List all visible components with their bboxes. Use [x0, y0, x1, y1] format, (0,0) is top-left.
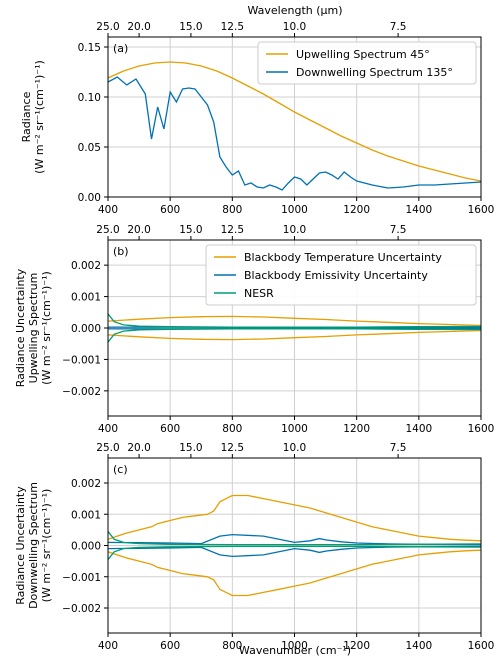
top-axis-title: Wavelength (μm)	[247, 4, 342, 17]
chart-panel-1: 400 600 800 1000 1200 1400 1600 0.00 0.05 0.10 0.1…	[20, 21, 494, 216]
x-tick-label: 1400	[405, 204, 432, 216]
x-tick-label: 1600	[468, 204, 495, 216]
x-tick-label: 600	[160, 640, 180, 652]
plot-frame	[107, 36, 482, 198]
legend-entry: Blackbody Emissivity Uncertainty	[244, 269, 428, 282]
top-tick-label: 10.0	[283, 442, 306, 454]
top-tick-label: 25.0	[96, 224, 119, 236]
panel-label: (c)	[113, 463, 128, 476]
plot-frame	[107, 239, 482, 417]
top-tick-label: 10.0	[283, 224, 306, 236]
y-tick-label: 0.001	[71, 509, 101, 521]
y-tick-label: 0.10	[78, 92, 101, 104]
series-line-blackbody-temperature-uncertainty	[108, 315, 481, 327]
x-tick-label: 1400	[405, 640, 432, 652]
legend: Upwelling Spectrum 45° Downwelling Spectr…	[257, 41, 477, 85]
legend-entry: Upwelling Spectrum 45°	[296, 48, 430, 61]
legend-box	[257, 41, 477, 85]
y-tick-label: 0.00	[78, 192, 101, 204]
top-tick-label: 15.0	[179, 21, 202, 33]
x-tick-label: 1600	[468, 423, 495, 435]
legend-box	[205, 244, 477, 306]
series-group	[108, 313, 481, 343]
x-tick-label: 1400	[405, 423, 432, 435]
top-tick-label: 25.0	[96, 442, 119, 454]
legend-entry: Blackbody Temperature Uncertainty	[244, 251, 442, 264]
series-line-negative-orange-2	[108, 329, 481, 341]
x-tick-label: 400	[98, 640, 118, 652]
x-tick-label: 1000	[281, 423, 308, 435]
y-tick-label: 0.000	[71, 323, 101, 335]
bottom-axis-title: Wavenumber (cm⁻¹)	[239, 644, 351, 657]
top-tick-label: 20.0	[127, 224, 150, 236]
y-tick-label: 0.002	[71, 260, 101, 272]
y-tick-label: −0.001	[62, 572, 101, 584]
top-tick-label: 10.0	[283, 21, 306, 33]
y-axis-label: Upwelling Spectrum	[27, 273, 40, 384]
x-tick-label: 600	[160, 423, 180, 435]
legend: Blackbody Temperature Uncertainty Blackbo…	[205, 244, 477, 306]
top-tick-label: 20.0	[127, 21, 150, 33]
top-tick-label: 20.0	[127, 442, 150, 454]
x-tick-label: 600	[160, 204, 180, 216]
y-axis-label: Downwelling Spectrum	[27, 482, 40, 609]
y-axis-label: (W m⁻² sr⁻¹(cm⁻¹)⁻¹)	[33, 60, 46, 174]
x-tick-label: 1200	[343, 423, 370, 435]
y-axis-label: Radiance Uncertainty	[14, 268, 27, 387]
series-line-negative-orange-3	[108, 549, 481, 597]
y-tick-label: −0.001	[62, 354, 101, 366]
series-line-negative-green-3	[108, 545, 481, 561]
y-tick-label: 0.002	[71, 478, 101, 490]
top-tick-label: 12.5	[221, 442, 244, 454]
y-axis-label: (W m⁻² sr⁻¹(cm⁻¹)⁻¹)	[40, 271, 53, 385]
x-tick-label: 1200	[343, 640, 370, 652]
y-axis-label: Radiance Uncertainty	[14, 486, 27, 605]
top-tick-label: 7.5	[390, 442, 407, 454]
x-tick-label: 800	[222, 640, 242, 652]
y-tick-label: 0.001	[71, 292, 101, 304]
x-tick-label: 1600	[468, 640, 495, 652]
top-tick-label: 25.0	[96, 21, 119, 33]
y-tick-label: 0.15	[78, 42, 101, 54]
series-group	[108, 494, 481, 597]
series-line-orange-3	[108, 494, 481, 542]
x-tick-label: 800	[222, 204, 242, 216]
top-tick-label: 7.5	[390, 224, 407, 236]
x-tick-label: 1200	[343, 204, 370, 216]
top-tick-label: 7.5	[390, 21, 407, 33]
x-tick-label: 1000	[281, 204, 308, 216]
legend-entry: NESR	[244, 287, 274, 300]
x-tick-label: 400	[98, 423, 118, 435]
y-tick-label: −0.002	[62, 603, 101, 615]
y-tick-label: −0.002	[62, 386, 101, 398]
series-group	[108, 61, 481, 191]
series-line-green-3	[108, 530, 481, 546]
series-line-nesr	[108, 313, 481, 328]
y-tick-label: 0.000	[71, 541, 101, 553]
panel-label: (b)	[113, 245, 129, 258]
series-line-upwelling-spectrum-45-	[108, 61, 481, 182]
y-axis-label: Radiance	[20, 91, 33, 142]
plot-frame	[107, 457, 482, 634]
y-axis-label: (W m⁻² sr⁻¹(cm⁻¹)⁻¹)	[40, 489, 53, 603]
x-tick-label: 400	[98, 204, 118, 216]
x-tick-label: 800	[222, 423, 242, 435]
y-tick-label: 0.05	[78, 142, 101, 154]
top-tick-label: 15.0	[179, 224, 202, 236]
top-tick-label: 12.5	[221, 224, 244, 236]
top-tick-label: 12.5	[221, 21, 244, 33]
legend-entry: Downwelling Spectrum 135°	[296, 66, 453, 79]
series-line-negative-green-2	[108, 328, 481, 343]
panel-label: (a)	[113, 42, 128, 55]
chart-panel-2: 400 600 800 1000 1200 1400 1600 −0.002 −0.001 0.0…	[14, 224, 494, 435]
series-line-downwelling-spectrum-135-	[108, 76, 481, 191]
series-line-negative-blue-3	[108, 545, 481, 558]
series-line-blue-3	[108, 533, 481, 546]
chart-panel-3: 400 600 800 1000 1200 1400 1600 −0.002 −0.001 0.0…	[14, 442, 494, 652]
x-tick-label: 1000	[281, 640, 308, 652]
top-tick-label: 15.0	[179, 442, 202, 454]
